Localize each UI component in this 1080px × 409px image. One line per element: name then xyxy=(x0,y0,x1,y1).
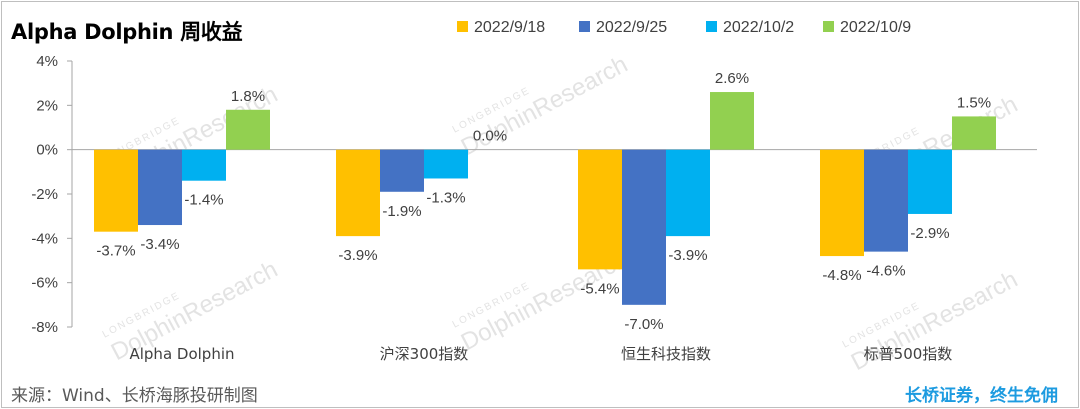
y-tick-label: -4% xyxy=(31,230,58,247)
legend-label: 2022/10/9 xyxy=(840,19,911,36)
data-label: 2.6% xyxy=(715,70,749,87)
bar xyxy=(226,109,270,150)
data-label: -1.9% xyxy=(382,203,421,220)
legend-label: 2022/9/18 xyxy=(474,19,545,36)
bar xyxy=(864,149,908,252)
bar xyxy=(952,116,996,150)
bar xyxy=(336,149,380,237)
bar xyxy=(138,149,182,226)
category-label: Alpha Dolphin xyxy=(129,345,234,363)
data-label: -1.3% xyxy=(426,189,465,206)
legend-swatch xyxy=(706,21,717,32)
data-label: -3.9% xyxy=(668,247,707,264)
y-tick-label: -6% xyxy=(31,275,58,292)
data-label: -3.7% xyxy=(96,243,135,260)
bar xyxy=(380,149,424,192)
data-label: -5.4% xyxy=(580,280,619,297)
data-label: -7.0% xyxy=(624,316,663,333)
chart-axes: 4% 2% 0% -2% -4% -6% -8% Alpha Dolphin 沪深300指数 恒生… xyxy=(31,53,1037,363)
source-note: 来源：Wind、长桥海豚投研制图 xyxy=(11,386,258,406)
category-label: 恒生科技指数 xyxy=(621,345,711,363)
y-tick-label: -2% xyxy=(31,186,58,203)
y-tick-label: -8% xyxy=(31,319,58,336)
data-label: -4.8% xyxy=(822,267,861,284)
data-label: -1.4% xyxy=(184,192,223,209)
legend: 2022/9/18 2022/9/25 2022/10/2 2022/10/9 xyxy=(457,19,911,36)
legend-swatch xyxy=(457,21,468,32)
brand-slogan: 长桥证券，终生免佣 xyxy=(905,386,1058,406)
legend-swatch xyxy=(579,21,590,32)
legend-swatch xyxy=(823,21,834,32)
y-tick-label: 0% xyxy=(36,142,58,159)
bar xyxy=(578,149,622,270)
bar xyxy=(908,149,952,214)
bar xyxy=(182,149,226,181)
data-label: -3.4% xyxy=(140,236,179,253)
bar xyxy=(424,149,468,179)
y-tick-label: 4% xyxy=(36,53,58,70)
data-label: -2.9% xyxy=(910,225,949,242)
bar xyxy=(710,92,754,150)
legend-label: 2022/9/25 xyxy=(596,19,667,36)
category-label: 标普500指数 xyxy=(864,345,953,363)
chart-title: Alpha Dolphin 周收益 xyxy=(11,20,243,44)
data-label: 1.8% xyxy=(231,88,265,105)
data-label: -3.9% xyxy=(338,247,377,264)
legend-label: 2022/10/2 xyxy=(723,19,794,36)
data-label: 0.0% xyxy=(473,128,507,145)
bar xyxy=(666,149,710,237)
category-label: 沪深300指数 xyxy=(380,345,469,363)
bar-layer xyxy=(94,92,996,305)
data-label: -4.6% xyxy=(866,263,905,280)
bar xyxy=(94,149,138,232)
y-tick-label: 2% xyxy=(36,97,58,114)
data-label-layer: -3.7% -3.9% -5.4% -4.8% -3.4% -1.9% -7.0% -4.6%… xyxy=(96,70,991,333)
data-label: 1.5% xyxy=(957,94,991,111)
bar xyxy=(622,149,666,305)
bar xyxy=(820,149,864,257)
